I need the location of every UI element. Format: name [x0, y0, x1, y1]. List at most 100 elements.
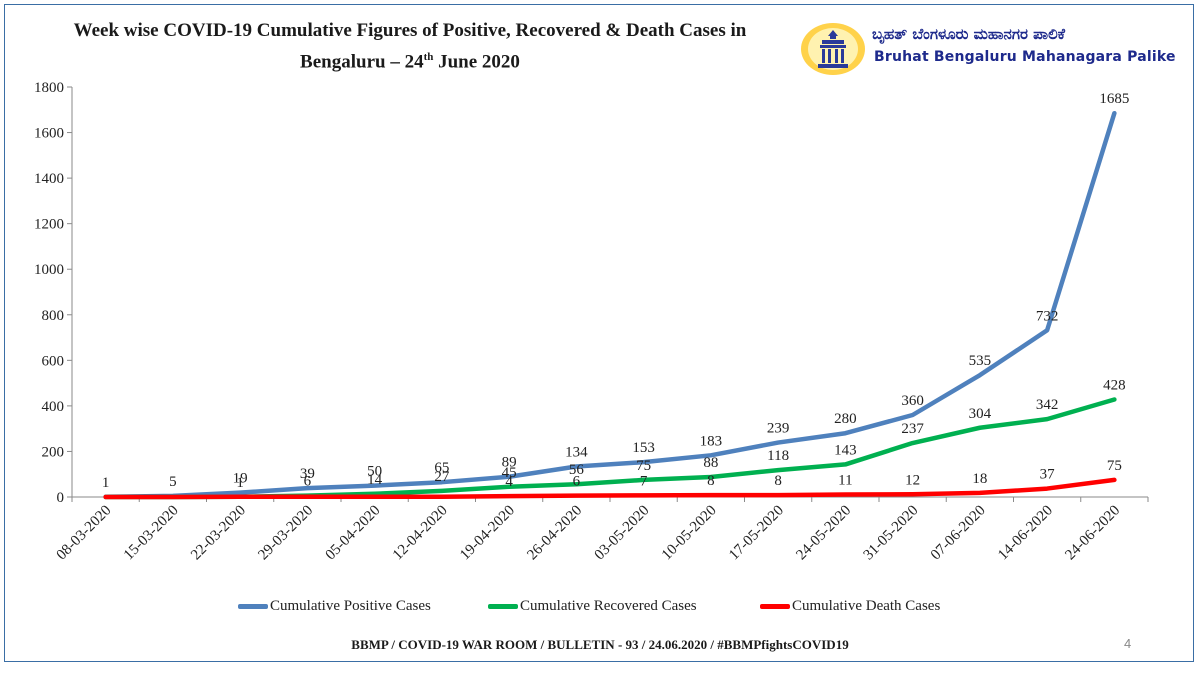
data-label-positive: 732	[1036, 308, 1059, 324]
y-tick-label: 1600	[34, 126, 64, 142]
x-tick-label: 22-03-2020	[188, 503, 249, 564]
data-point-positive	[642, 460, 646, 464]
data-point-death	[440, 495, 444, 499]
data-label-positive: 50	[367, 464, 382, 480]
x-tick-label: 29-03-2020	[255, 503, 316, 564]
data-label-recovered: 118	[767, 448, 789, 464]
data-point-positive	[709, 453, 713, 457]
legend-item-positive: Cumulative Positive Cases	[238, 596, 431, 616]
x-tick-label: 08-03-2020	[54, 503, 115, 564]
x-tick-label: 15-03-2020	[121, 503, 182, 564]
x-tick-label: 12-04-2020	[390, 503, 451, 564]
legend-item-death: Cumulative Death Cases	[760, 596, 940, 616]
legend-swatch-positive	[238, 603, 268, 609]
x-tick-label: 19-04-2020	[457, 503, 518, 564]
data-point-death	[776, 493, 780, 497]
data-point-death	[171, 495, 175, 499]
data-point-positive	[776, 441, 780, 445]
data-point-recovered	[843, 462, 847, 466]
data-label-death: 8	[774, 473, 782, 489]
data-label-death: 7	[640, 473, 648, 489]
y-tick-label: 600	[42, 353, 65, 369]
x-tick-label: 05-04-2020	[323, 503, 384, 564]
data-label-recovered: 6	[304, 474, 312, 490]
data-point-recovered	[978, 426, 982, 430]
logo-english-text: Bruhat Bengaluru Mahanagara Palike	[874, 49, 1176, 65]
data-point-recovered	[1045, 417, 1049, 421]
title-line-2-sup: th	[423, 51, 434, 63]
x-tick-label: 14-06-2020	[995, 503, 1056, 564]
logo-kannada-text: ಬೃಹತ್ ಬೆಂಗಳೂರು ಮಹಾನಗರ ಪಾಲಿಕೆ	[872, 25, 1065, 43]
y-tick-label: 1200	[34, 217, 64, 233]
chart-title: Week wise COVID-19 Cumulative Figures of…	[30, 18, 790, 75]
data-label-recovered: 75	[636, 458, 651, 474]
y-tick-label: 200	[42, 444, 65, 460]
series-line-death	[103, 477, 1117, 500]
title-line-2-pre: Bengaluru – 24	[300, 51, 424, 73]
data-point-positive	[440, 480, 444, 484]
bbmp-logo: ಬೃಹತ್ ಬೆಂಗಳೂರು ಮಹಾನಗರ ಪಾಲಿಕೆ Bruhat Beng…	[800, 22, 1180, 78]
data-label-death: 4	[505, 474, 513, 490]
series-line-recovered	[103, 397, 1117, 500]
data-point-death	[238, 495, 242, 499]
data-point-positive	[1112, 111, 1116, 115]
y-tick-label: 0	[57, 490, 65, 506]
data-label-positive: 535	[969, 353, 992, 369]
data-point-death	[574, 494, 578, 498]
x-tick-label: 24-05-2020	[793, 503, 854, 564]
data-label-death: 11	[838, 472, 852, 488]
chart-legend: Cumulative Positive Cases Cumulative Rec…	[0, 596, 1200, 616]
data-label-recovered: 88	[703, 455, 718, 471]
data-label-death: 6	[573, 474, 581, 490]
data-label-positive: 360	[901, 393, 924, 409]
data-label-positive: 153	[632, 440, 655, 456]
data-label-recovered: 237	[901, 421, 924, 437]
data-point-death	[978, 491, 982, 495]
data-label-recovered: 45	[502, 465, 517, 481]
data-label-death: 75	[1107, 458, 1122, 474]
data-label-recovered: 143	[834, 442, 857, 458]
data-label-positive: 239	[767, 421, 790, 437]
data-point-recovered	[1112, 398, 1116, 402]
data-point-positive	[843, 431, 847, 435]
data-point-positive	[978, 373, 982, 377]
x-tick-label: 24-06-2020	[1062, 503, 1123, 564]
data-label-recovered: 342	[1036, 397, 1059, 413]
data-label-positive: 5	[169, 474, 177, 490]
data-label-death: 12	[905, 472, 920, 488]
series-line-positive	[103, 110, 1117, 500]
data-label-positive: 65	[434, 460, 449, 476]
data-label-death: 37	[1040, 467, 1056, 483]
x-tick-label: 07-06-2020	[928, 503, 989, 564]
data-point-death	[642, 493, 646, 497]
data-point-death	[305, 495, 309, 499]
data-label-recovered: 1	[236, 475, 244, 491]
y-tick-label: 1000	[34, 262, 64, 278]
data-label-death: 18	[972, 471, 987, 487]
x-tick-label: 10-05-2020	[659, 503, 720, 564]
y-tick-label: 1800	[34, 80, 64, 96]
data-label-positive: 1	[102, 475, 110, 491]
data-point-death	[709, 493, 713, 497]
data-point-death	[104, 495, 108, 499]
title-line-2: Bengaluru – 24th June 2020	[30, 44, 790, 75]
data-label-positive: 280	[834, 411, 857, 427]
legend-label-death: Cumulative Death Cases	[792, 597, 941, 614]
title-line-1: Week wise COVID-19 Cumulative Figures of…	[73, 20, 747, 41]
x-tick-label: 03-05-2020	[592, 503, 653, 564]
data-point-death	[911, 492, 915, 496]
data-label-recovered: 27	[434, 469, 450, 485]
x-tick-label: 17-05-2020	[726, 503, 787, 564]
data-point-positive	[238, 491, 242, 495]
data-label-recovered: 56	[569, 462, 585, 478]
data-point-positive	[373, 484, 377, 488]
data-point-death	[507, 494, 511, 498]
data-point-positive	[574, 464, 578, 468]
y-tick-label: 400	[42, 399, 65, 415]
data-point-recovered	[776, 468, 780, 472]
legend-swatch-death	[760, 603, 790, 609]
data-label-death: 8	[707, 473, 715, 489]
data-point-recovered	[709, 475, 713, 479]
data-label-recovered: 14	[367, 472, 383, 488]
